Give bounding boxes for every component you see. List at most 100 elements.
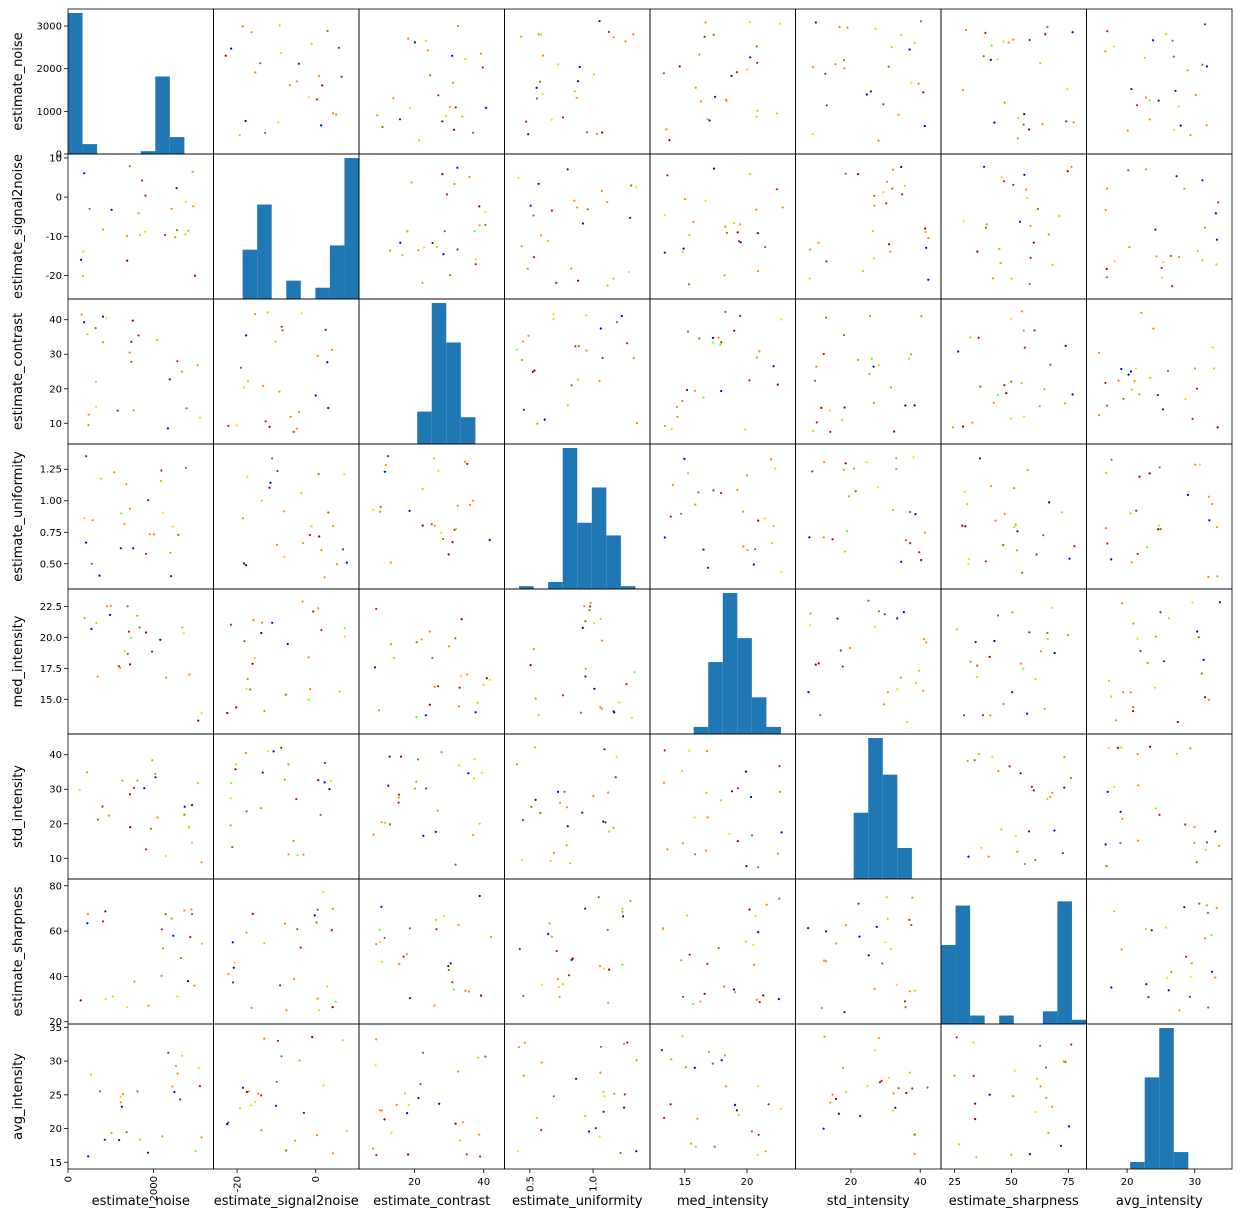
- scatter-point: [196, 364, 199, 367]
- scatter-point: [143, 787, 146, 790]
- scatter-point: [1143, 56, 1146, 59]
- scatter-point: [1002, 180, 1006, 183]
- scatter-point: [896, 617, 899, 620]
- histogram-bar: [257, 204, 272, 299]
- scatter-point: [136, 1090, 139, 1093]
- scatter-point: [685, 914, 689, 917]
- scatter-point: [856, 173, 860, 176]
- scatter-point: [292, 839, 295, 843]
- scatter-point: [756, 356, 759, 359]
- cell-frame: [1086, 733, 1233, 880]
- scatter-point: [127, 630, 130, 633]
- scatter-point: [724, 98, 728, 101]
- scatter-point: [94, 327, 97, 330]
- scatter-point: [440, 531, 443, 534]
- scatter-point: [1158, 524, 1161, 527]
- scatter-point: [421, 524, 424, 527]
- scatter-point: [334, 1000, 337, 1004]
- scatter-point: [676, 415, 679, 418]
- scatter-point: [988, 1093, 991, 1096]
- scatter-point: [271, 621, 274, 624]
- scatter-point: [1000, 828, 1003, 831]
- scatter-point: [263, 710, 266, 713]
- scatter-point: [1138, 393, 1141, 396]
- cell-estimate-signal2noise-vs-med-intensity: [649, 153, 796, 300]
- scatter-point: [488, 538, 491, 542]
- scatter-point: [529, 204, 532, 207]
- scatter-point: [603, 1095, 606, 1098]
- scatter-point: [909, 542, 912, 545]
- scatter-point: [90, 562, 93, 565]
- scatter-point: [966, 759, 969, 762]
- scatter-point: [161, 947, 164, 950]
- scatter-point: [310, 525, 313, 528]
- scatter-point: [1136, 753, 1139, 756]
- scatter-point: [315, 921, 318, 924]
- cell-avg-intensity-vs-estimate-contrast: [358, 1023, 505, 1170]
- scatter-point: [144, 552, 148, 555]
- scatter-point: [635, 422, 639, 425]
- scatter-point: [133, 980, 136, 983]
- scatter-point: [903, 1000, 907, 1003]
- scatter-point: [602, 1090, 605, 1093]
- scatter-point: [1162, 261, 1165, 264]
- cell-frame: [67, 588, 214, 735]
- scatter-point: [692, 1003, 695, 1006]
- scatter-point: [143, 230, 147, 233]
- scatter-point: [1046, 637, 1049, 641]
- scatter-point: [1113, 910, 1116, 913]
- scatter-point: [128, 507, 131, 510]
- scatter-point: [159, 479, 162, 483]
- scatter-point: [482, 683, 485, 687]
- scatter-point: [632, 357, 635, 360]
- scatter-point: [82, 250, 85, 253]
- scatter-point: [606, 201, 609, 204]
- scatter-point: [1145, 168, 1148, 171]
- scatter-point: [1033, 329, 1036, 332]
- scatter-point: [260, 499, 263, 502]
- scatter-point: [720, 389, 723, 393]
- scatter-point: [1002, 702, 1005, 706]
- scatter-point: [78, 788, 81, 792]
- scatter-point: [326, 361, 329, 364]
- cell-estimate-signal2noise-vs-estimate-noise: [67, 153, 214, 300]
- scatter-point: [1019, 772, 1022, 775]
- scatter-point: [130, 360, 133, 363]
- scatter-point: [878, 1081, 882, 1084]
- scatter-point: [670, 1058, 673, 1061]
- scatter-point: [829, 430, 832, 433]
- scatter-point: [663, 214, 666, 217]
- scatter-point: [326, 985, 329, 988]
- scatter-point: [593, 687, 596, 690]
- scatter-point: [119, 666, 122, 669]
- scatter-point: [318, 535, 321, 538]
- scatter-point: [1028, 282, 1031, 285]
- cell-frame: [358, 878, 505, 1025]
- scatter-point: [604, 821, 607, 824]
- scatter-point: [536, 1116, 539, 1119]
- histogram-bar: [1144, 1077, 1160, 1169]
- y-tick-label: 30: [49, 1057, 62, 1068]
- scatter-point: [283, 778, 286, 781]
- scatter-point: [669, 515, 672, 518]
- scatter-point: [104, 998, 107, 1001]
- scatter-point: [315, 98, 318, 101]
- scatter-point: [517, 1046, 520, 1049]
- scatter-point: [1204, 937, 1207, 940]
- scatter-point: [874, 1049, 877, 1052]
- scatter-point: [184, 200, 187, 203]
- scatter-point: [165, 676, 168, 679]
- scatter-point: [381, 125, 384, 129]
- scatter-point: [974, 1118, 977, 1121]
- scatter-point: [626, 342, 629, 345]
- scatter-point: [589, 605, 592, 608]
- cell-frame: [1086, 443, 1233, 590]
- scatter-point: [197, 719, 200, 722]
- scatter-point: [311, 1036, 314, 1039]
- scatter-point: [1106, 30, 1109, 33]
- scatter-point: [254, 1100, 257, 1104]
- scatter-point: [997, 614, 1000, 617]
- scatter-point: [227, 424, 230, 427]
- scatter-point: [592, 794, 595, 798]
- scatter-point: [459, 675, 463, 678]
